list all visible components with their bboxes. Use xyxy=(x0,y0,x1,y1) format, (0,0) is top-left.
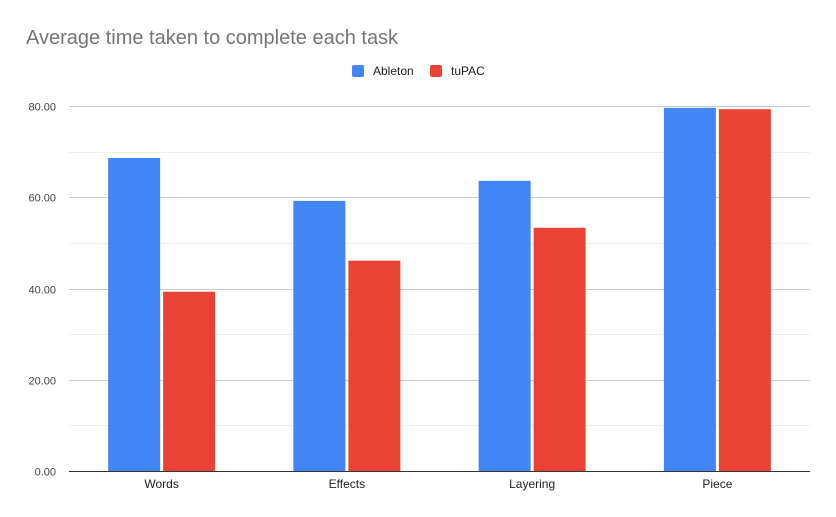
bar-ableton-effects xyxy=(293,200,346,471)
bar-tupac-layering xyxy=(533,227,586,471)
bar-ableton-words xyxy=(108,158,161,471)
x-tick-label: Layering xyxy=(509,477,555,491)
bar-ableton-piece xyxy=(663,107,716,471)
x-tick-label: Piece xyxy=(702,477,732,491)
legend-item-tupac[interactable]: tuPAC xyxy=(430,64,485,78)
legend: Ableton tuPAC xyxy=(0,64,836,84)
x-tick-label: Effects xyxy=(329,477,365,491)
chart-title: Average time taken to complete each task xyxy=(26,27,399,49)
y-tick-label: 20.00 xyxy=(28,376,56,388)
legend-item-ableton[interactable]: Ableton xyxy=(352,64,414,78)
bar-tupac-piece xyxy=(718,109,771,471)
y-tick-label: 80.00 xyxy=(28,102,56,114)
y-tick-label: 60.00 xyxy=(28,193,56,205)
y-tick-label: 40.00 xyxy=(28,285,56,297)
legend-label-tupac: tuPAC xyxy=(451,64,485,78)
legend-swatch-tupac xyxy=(430,65,442,77)
bar-ableton-layering xyxy=(478,180,531,471)
y-tick-label: 0.00 xyxy=(35,467,56,479)
legend-label-ableton: Ableton xyxy=(373,64,414,78)
legend-swatch-ableton xyxy=(352,65,364,77)
bar-tupac-words xyxy=(163,291,216,471)
bar-tupac-effects xyxy=(348,260,401,471)
x-tick-label: Words xyxy=(144,477,178,491)
